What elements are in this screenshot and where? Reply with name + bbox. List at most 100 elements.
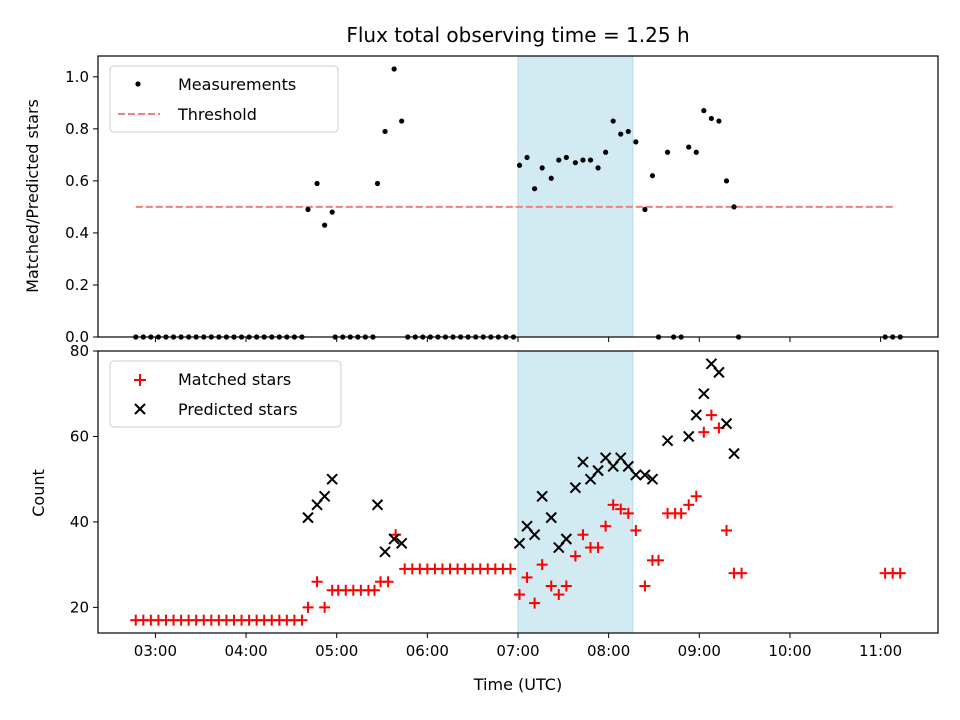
x-axis-label: Time (UTC) (473, 675, 562, 694)
top-measurements-point (723, 178, 730, 184)
bottom-predicted-stars-point (536, 490, 548, 502)
predicted-stars-legend-marker (134, 403, 146, 415)
measurements-legend-marker (135, 81, 141, 87)
top-measurements-point (649, 173, 656, 179)
bottom-matched-stars-point (311, 576, 323, 588)
top-measurements-point (548, 175, 554, 181)
star-count-plot-area: 20 40 60 80 03:00 04:00 05:00 06:00 07:00 08:00 09… (70, 342, 939, 660)
top-measurements-point (399, 118, 405, 124)
bottom-matched-stars-point (690, 490, 702, 502)
bottom-predicted-stars-point (646, 473, 659, 485)
flux-ratio-panel: Flux total observing time = 1.25 h 0.00.… (23, 23, 939, 346)
threshold-legend-label: Threshold (177, 105, 257, 124)
bottom-predicted-stars-point (639, 469, 651, 481)
top-y-tick-label: 0.2 (65, 276, 89, 294)
bottom-matched-stars-point (504, 563, 516, 575)
top-shaded-interval (517, 55, 634, 338)
bottom-matched-stars-point (368, 584, 380, 596)
top-measurements-point (708, 115, 714, 122)
bottom-predicted-stars-point (395, 537, 408, 549)
bottom-predicted-stars-point (577, 456, 589, 468)
top-y-tick-label: 0.0 (65, 328, 89, 346)
top-measurements-point (314, 180, 320, 187)
bottom-matched-stars-point (529, 597, 541, 609)
bottom-x-tick-label: 08:00 (587, 642, 630, 660)
bottom-predicted-stars-point (698, 388, 710, 400)
top-measurements-point (539, 165, 545, 171)
bottom-x-tick-label: 04:00 (224, 642, 267, 660)
bottom-y-axis-label: Count (29, 469, 48, 517)
bottom-predicted-stars-point (371, 499, 384, 511)
top-legend-box (109, 65, 339, 133)
matched-stars-legend-label: Matched stars (178, 370, 291, 389)
bottom-predicted-stars-point (513, 537, 526, 549)
bottom-matched-stars-point (736, 567, 748, 579)
bottom-matched-stars-point (683, 499, 695, 511)
bottom-predicted-stars-point (318, 490, 331, 502)
bottom-x-tick-label: 07:00 (496, 642, 539, 660)
top-measurements-point (563, 154, 569, 161)
top-measurements-point (625, 128, 631, 135)
bottom-matched-stars-point (705, 409, 717, 421)
star-count-panel: 20 40 60 80 03:00 04:00 05:00 06:00 07:00 08:00 09… (29, 342, 939, 694)
bottom-predicted-stars-point (388, 533, 400, 545)
top-measurements-point (716, 118, 722, 124)
top-measurements-point (595, 165, 601, 171)
bottom-legend-box (109, 360, 342, 428)
top-measurements-point (524, 154, 530, 161)
bottom-x-tick-label: 03:00 (134, 642, 177, 660)
bottom-predicted-stars-point (720, 417, 733, 430)
bottom-matched-stars-point (536, 559, 548, 571)
bottom-matched-stars-point (514, 589, 526, 601)
bottom-matched-stars-point (302, 601, 314, 613)
bottom-x-tick-label: 05:00 (315, 642, 358, 660)
matched-stars-legend-marker (134, 374, 146, 386)
top-y-tick-label: 0.8 (65, 120, 89, 138)
bottom-predicted-stars-point (630, 469, 642, 481)
top-measurements-point (391, 66, 397, 72)
top-measurements-point (642, 206, 648, 213)
top-measurements-point (618, 131, 624, 137)
top-measurements-point (382, 128, 388, 135)
bottom-matched-stars-point (560, 580, 572, 592)
bottom-y-tick-label: 60 (70, 427, 89, 445)
bottom-x-tick-label: 06:00 (406, 642, 449, 660)
top-measurements-point (701, 108, 707, 114)
bottom-matched-stars-point (592, 542, 604, 554)
bottom-predicted-stars-point (592, 464, 604, 477)
bottom-predicted-stars-point (713, 366, 725, 379)
bottom-matched-stars-point (607, 499, 619, 511)
top-measurements-point (580, 157, 586, 163)
measurements-legend-label: Measurements (178, 75, 296, 94)
bottom-matched-stars-point (577, 529, 589, 541)
bottom-x-tick-label: 10:00 (768, 642, 811, 660)
top-measurements-point (686, 144, 692, 150)
bottom-predicted-stars-point (683, 430, 695, 443)
bottom-matched-stars-point (296, 614, 308, 626)
top-measurements-point (610, 118, 616, 124)
top-measurements-point (572, 160, 579, 166)
bottom-matched-stars-point (521, 571, 533, 583)
bottom-matched-stars-point (639, 580, 651, 592)
bottom-predicted-stars-point (560, 533, 573, 545)
top-measurements-point (664, 149, 671, 155)
top-measurements-point (516, 162, 523, 168)
bottom-y-tick-label: 40 (70, 513, 89, 531)
bottom-matched-stars-point (615, 503, 627, 515)
top-measurements-point (556, 157, 562, 163)
bottom-matched-stars-point (569, 550, 581, 562)
bottom-predicted-stars-point (545, 511, 557, 524)
bottom-shaded-interval (517, 350, 634, 634)
bottom-x-tick-label: 11:00 (859, 642, 902, 660)
bottom-matched-stars-point (382, 576, 394, 588)
top-measurements-point (587, 157, 594, 163)
bottom-predicted-stars-point (528, 529, 541, 541)
top-measurements-point (693, 149, 699, 155)
bottom-matched-stars-point (553, 589, 565, 601)
bottom-predicted-stars-point (690, 409, 702, 421)
bottom-matched-stars-point (653, 554, 665, 566)
top-measurements-point (731, 204, 737, 210)
bottom-matched-stars-point (698, 426, 710, 438)
bottom-matched-stars-point (630, 524, 642, 536)
top-measurements-point (603, 149, 609, 155)
